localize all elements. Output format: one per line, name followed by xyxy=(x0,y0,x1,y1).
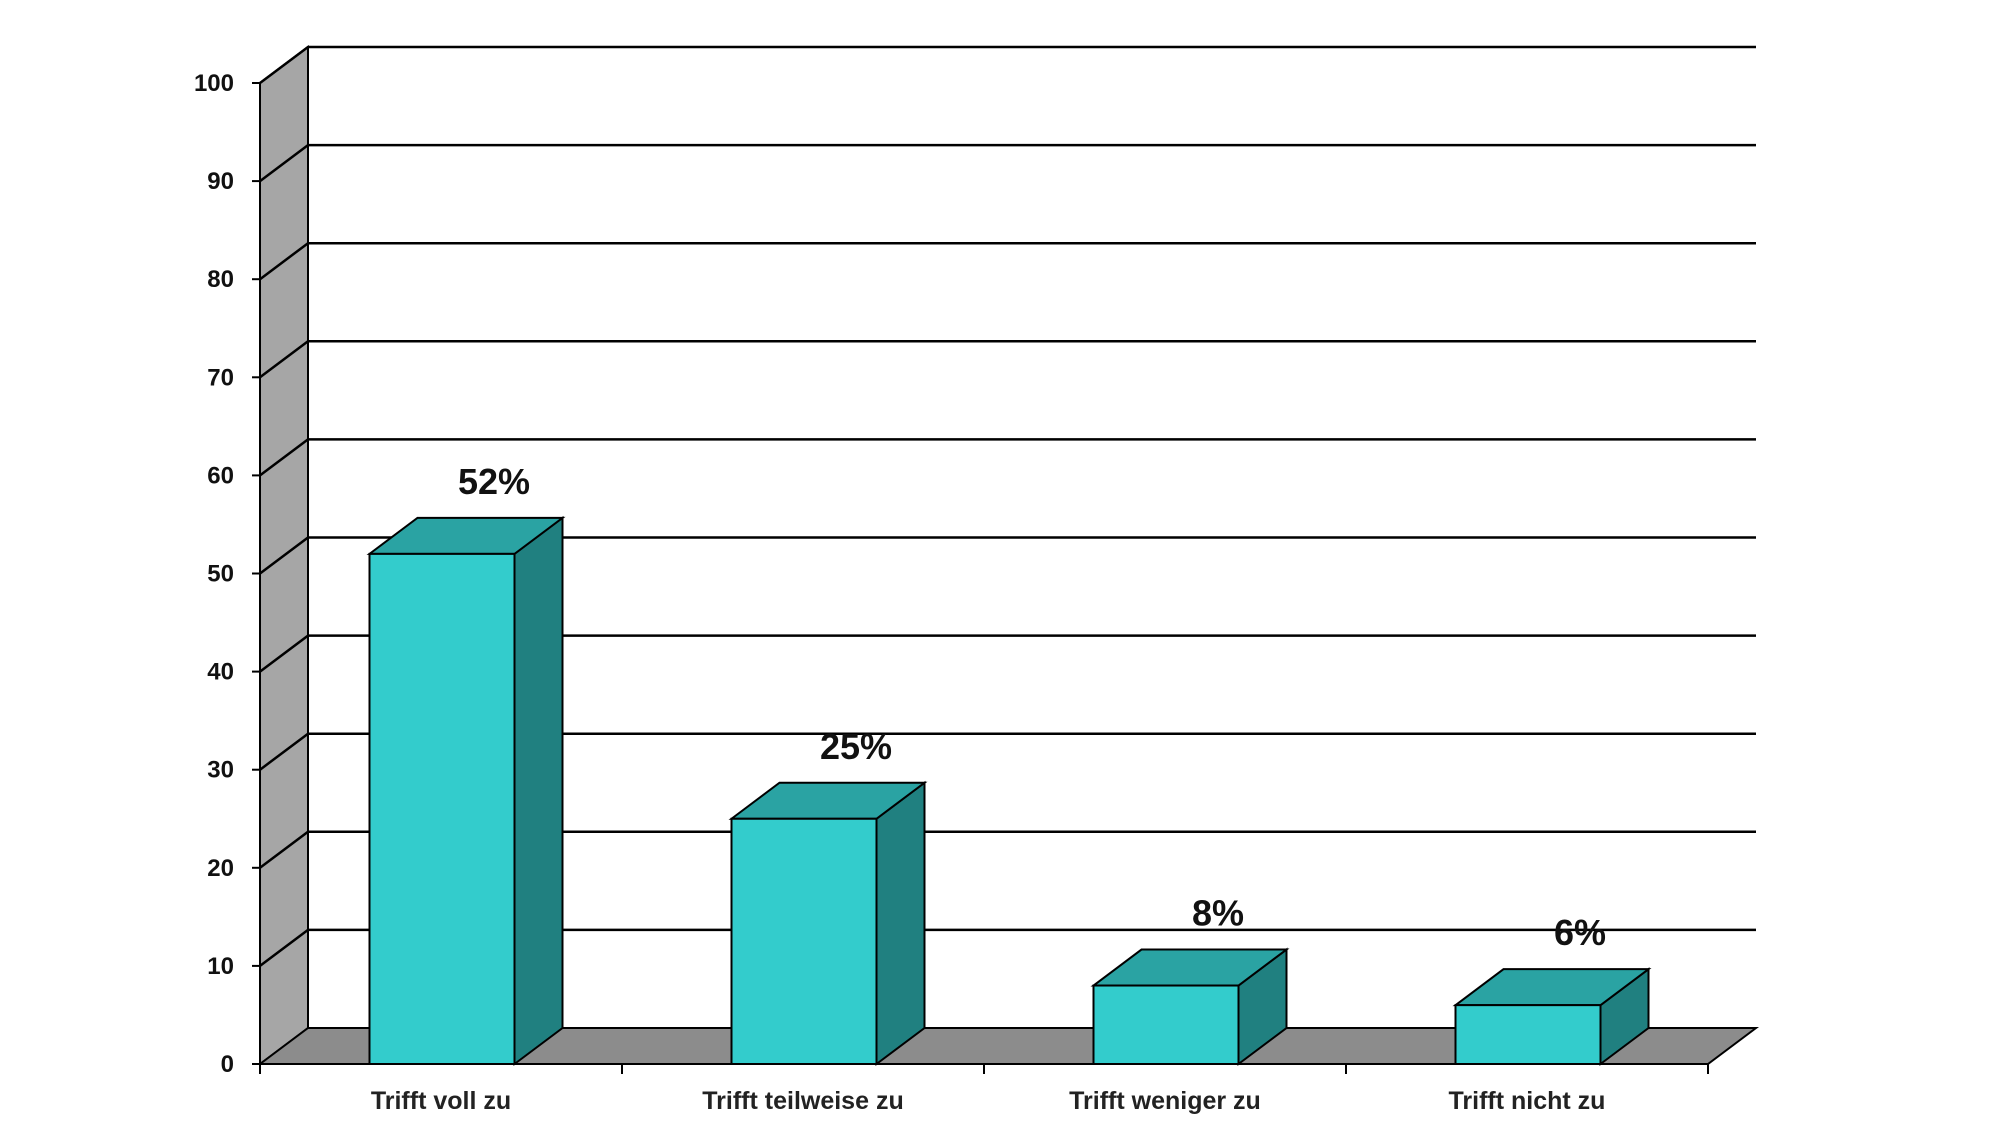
bar-front xyxy=(1092,984,1240,1066)
bar-side xyxy=(513,515,564,1066)
bar-front xyxy=(730,817,878,1065)
bars: 52% 25% 8% 6% xyxy=(366,461,1652,1066)
bar: 6% xyxy=(1452,912,1652,1066)
gridline xyxy=(259,830,1756,869)
bar: 8% xyxy=(1090,893,1290,1066)
bar: 52% xyxy=(366,461,566,1066)
bar-front xyxy=(368,552,516,1065)
x-axis: Trifft voll zu Trifft teilweise zu Trifft … xyxy=(259,1063,1709,1115)
y-tick-label: 80 xyxy=(207,266,234,293)
y-tick-label: 0 xyxy=(221,1051,234,1078)
gridline xyxy=(259,340,1756,379)
y-tick-label: 70 xyxy=(207,364,234,391)
y-tick-label: 10 xyxy=(207,953,234,980)
data-label: 25% xyxy=(820,726,892,767)
y-tick-label: 50 xyxy=(207,561,234,588)
gridline xyxy=(259,241,1756,281)
bar-front xyxy=(1454,1004,1602,1066)
y-axis: 0 10 20 30 40 50 60 70 80 90 100 xyxy=(194,70,261,1078)
data-label: 52% xyxy=(458,461,530,502)
data-label: 6% xyxy=(1554,912,1606,953)
x-tick-label: Trifft nicht zu xyxy=(1449,1087,1606,1115)
y-tick-label: 100 xyxy=(194,70,234,97)
gridline xyxy=(259,536,1756,575)
gridlines xyxy=(259,45,1756,967)
x-tick-label: Trifft weniger zu xyxy=(1069,1087,1261,1115)
x-tick-label: Trifft teilweise zu xyxy=(702,1087,903,1115)
data-label: 8% xyxy=(1192,893,1244,934)
x-tick-label: Trifft voll zu xyxy=(371,1087,511,1115)
gridline xyxy=(259,732,1756,771)
y-tick-label: 30 xyxy=(207,757,234,784)
bar-side xyxy=(875,780,926,1066)
y-tick-label: 60 xyxy=(207,462,234,489)
gridline xyxy=(259,45,1756,84)
gridline xyxy=(259,143,1756,183)
bar: 25% xyxy=(728,726,928,1066)
y-tick-label: 90 xyxy=(207,168,234,195)
gridline xyxy=(259,928,1756,967)
y-tick-label: 20 xyxy=(207,855,234,882)
gridline xyxy=(259,438,1756,477)
y-tick-label: 40 xyxy=(207,659,234,686)
gridline xyxy=(259,634,1756,673)
